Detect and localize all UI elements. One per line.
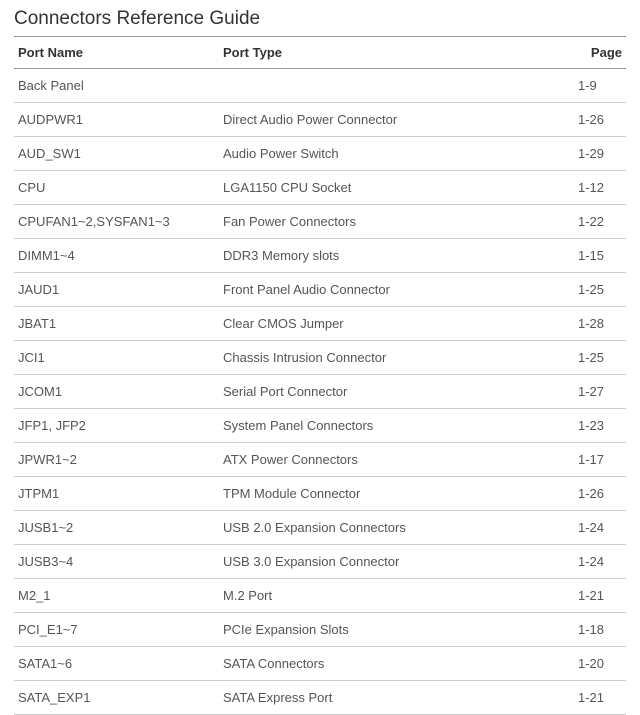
cell-port-type: Serial Port Connector	[219, 375, 566, 409]
table-body: Back Panel1-9AUDPWR1Direct Audio Power C…	[14, 69, 626, 715]
cell-port-type	[219, 69, 566, 103]
table-row: JBAT1Clear CMOS Jumper1-28	[14, 307, 626, 341]
cell-port-type: Direct Audio Power Connector	[219, 103, 566, 137]
table-row: PCI_E1~7PCIe Expansion Slots1-18	[14, 613, 626, 647]
table-row: JPWR1~2ATX Power Connectors1-17	[14, 443, 626, 477]
table-row: Back Panel 1-9	[14, 69, 626, 103]
cell-port-name: AUDPWR1	[14, 103, 219, 137]
table-row: JUSB1~2USB 2.0 Expansion Connectors1-24	[14, 511, 626, 545]
cell-port-name: JBAT1	[14, 307, 219, 341]
cell-page: 1-15	[566, 239, 626, 273]
cell-port-type: PCIe Expansion Slots	[219, 613, 566, 647]
cell-page: 1-24	[566, 511, 626, 545]
cell-port-name: DIMM1~4	[14, 239, 219, 273]
cell-page: 1-12	[566, 171, 626, 205]
column-header-port-type: Port Type	[219, 37, 566, 69]
cell-port-name: JCOM1	[14, 375, 219, 409]
page-title: Connectors Reference Guide	[14, 8, 626, 30]
cell-page: 1-28	[566, 307, 626, 341]
table-row: SATA1~6SATA Connectors1-20	[14, 647, 626, 681]
cell-port-type: Clear CMOS Jumper	[219, 307, 566, 341]
table-row: SATA_EXP1SATA Express Port1-21	[14, 681, 626, 715]
cell-port-type: Chassis Intrusion Connector	[219, 341, 566, 375]
cell-port-name: JUSB1~2	[14, 511, 219, 545]
table-row: CPULGA1150 CPU Socket1-12	[14, 171, 626, 205]
table-row: JTPM1TPM Module Connector1-26	[14, 477, 626, 511]
table-row: CPUFAN1~2,SYSFAN1~3Fan Power Connectors1…	[14, 205, 626, 239]
cell-port-name: JAUD1	[14, 273, 219, 307]
column-header-port-name: Port Name	[14, 37, 219, 69]
cell-page: 1-22	[566, 205, 626, 239]
table-header-row: Port Name Port Type Page	[14, 37, 626, 69]
cell-port-name: JPWR1~2	[14, 443, 219, 477]
cell-page: 1-17	[566, 443, 626, 477]
cell-page: 1-25	[566, 341, 626, 375]
table-row: AUD_SW1Audio Power Switch1-29	[14, 137, 626, 171]
cell-port-type: DDR3 Memory slots	[219, 239, 566, 273]
cell-port-type: SATA Connectors	[219, 647, 566, 681]
cell-port-name: JCI1	[14, 341, 219, 375]
table-row: JCOM1Serial Port Connector1-27	[14, 375, 626, 409]
cell-port-name: PCI_E1~7	[14, 613, 219, 647]
cell-page: 1-26	[566, 477, 626, 511]
cell-port-name: SATA_EXP1	[14, 681, 219, 715]
cell-port-type: TPM Module Connector	[219, 477, 566, 511]
cell-port-type: ATX Power Connectors	[219, 443, 566, 477]
cell-port-name: SATA1~6	[14, 647, 219, 681]
cell-page: 1-9	[566, 69, 626, 103]
cell-page: 1-23	[566, 409, 626, 443]
cell-page: 1-27	[566, 375, 626, 409]
table-row: M2_1M.2 Port1-21	[14, 579, 626, 613]
connectors-table: Port Name Port Type Page Back Panel1-9AU…	[14, 36, 626, 715]
table-row: JCI1Chassis Intrusion Connector1-25	[14, 341, 626, 375]
table-row: DIMM1~4DDR3 Memory slots1-15	[14, 239, 626, 273]
cell-port-type: Front Panel Audio Connector	[219, 273, 566, 307]
cell-port-type: USB 2.0 Expansion Connectors	[219, 511, 566, 545]
cell-port-type: System Panel Connectors	[219, 409, 566, 443]
cell-port-type: Audio Power Switch	[219, 137, 566, 171]
cell-port-name: M2_1	[14, 579, 219, 613]
cell-page: 1-21	[566, 579, 626, 613]
cell-page: 1-24	[566, 545, 626, 579]
column-header-page: Page	[566, 37, 626, 69]
cell-port-name: JFP1, JFP2	[14, 409, 219, 443]
cell-page: 1-29	[566, 137, 626, 171]
cell-port-type: USB 3.0 Expansion Connector	[219, 545, 566, 579]
cell-page: 1-26	[566, 103, 626, 137]
table-row: JFP1, JFP2System Panel Connectors1-23	[14, 409, 626, 443]
cell-port-type: Fan Power Connectors	[219, 205, 566, 239]
cell-port-name: JUSB3~4	[14, 545, 219, 579]
cell-page: 1-21	[566, 681, 626, 715]
cell-port-name: Back Panel	[14, 69, 219, 103]
cell-port-name: CPU	[14, 171, 219, 205]
cell-port-type: M.2 Port	[219, 579, 566, 613]
cell-port-name: JTPM1	[14, 477, 219, 511]
cell-page: 1-18	[566, 613, 626, 647]
table-row: JUSB3~4USB 3.0 Expansion Connector1-24	[14, 545, 626, 579]
cell-page: 1-20	[566, 647, 626, 681]
cell-page: 1-25	[566, 273, 626, 307]
cell-port-type: LGA1150 CPU Socket	[219, 171, 566, 205]
table-row: JAUD1Front Panel Audio Connector1-25	[14, 273, 626, 307]
cell-port-type: SATA Express Port	[219, 681, 566, 715]
cell-port-name: CPUFAN1~2,SYSFAN1~3	[14, 205, 219, 239]
cell-port-name: AUD_SW1	[14, 137, 219, 171]
table-row: AUDPWR1Direct Audio Power Connector1-26	[14, 103, 626, 137]
